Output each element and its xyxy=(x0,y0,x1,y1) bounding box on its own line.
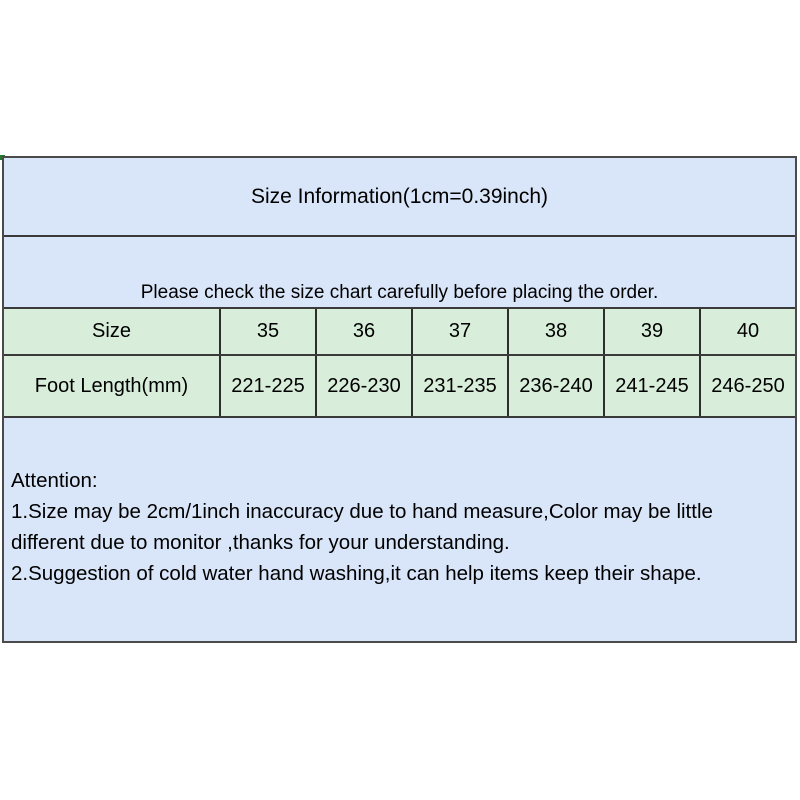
size-value-cell: 37 xyxy=(411,309,507,354)
size-information-table: Size Information(1cm=0.39inch) Please ch… xyxy=(2,156,797,643)
attention-section: Attention: 1.Size may be 2cm/1inch inacc… xyxy=(4,416,795,641)
foot-length-cell: 231-235 xyxy=(411,356,507,416)
size-row-header: Size xyxy=(92,320,131,342)
notice-cell: Please check the size chart carefully be… xyxy=(4,235,795,307)
size-value-cell: 40 xyxy=(699,309,795,354)
attention-line: different due to monitor ,thanks for you… xyxy=(11,531,510,554)
foot-length-header: Foot Length(mm) xyxy=(34,374,189,397)
foot-length-cell: 246-250 xyxy=(699,356,795,416)
foot-length-row: Foot Length(mm) 221-225 226-230 231-235 … xyxy=(4,354,795,416)
table-title-cell: Size Information(1cm=0.39inch) xyxy=(4,158,795,235)
foot-length-cell: 221-225 xyxy=(219,356,315,416)
attention-line: 2.Suggestion of cold water hand washing,… xyxy=(11,562,702,585)
size-value-cell: 38 xyxy=(507,309,603,354)
size-value-cell: 39 xyxy=(603,309,699,354)
foot-length-cell: 226-230 xyxy=(315,356,411,416)
size-value-cell: 35 xyxy=(219,309,315,354)
attention-line: 1.Size may be 2cm/1inch inaccuracy due t… xyxy=(11,500,713,523)
size-header-row: Size 35 36 37 38 39 40 xyxy=(4,307,795,354)
attention-heading: Attention: xyxy=(11,469,98,492)
foot-length-cell: 236-240 xyxy=(507,356,603,416)
notice-text: Please check the size chart carefully be… xyxy=(140,282,659,303)
foot-length-cell: 241-245 xyxy=(603,356,699,416)
size-value-cell: 36 xyxy=(315,309,411,354)
table-title: Size Information(1cm=0.39inch) xyxy=(250,184,549,208)
